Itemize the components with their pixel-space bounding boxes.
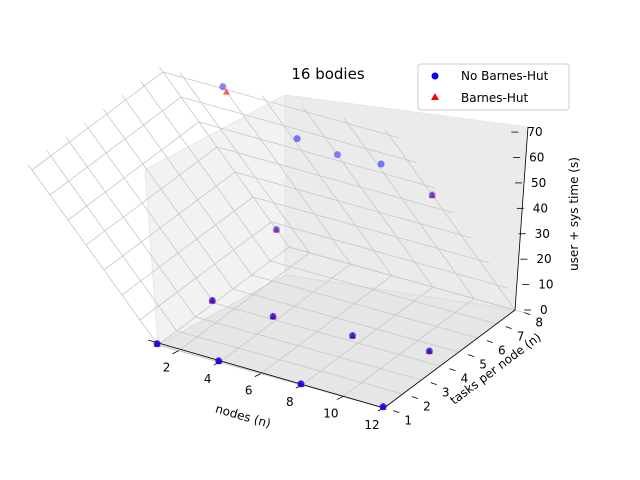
- y-tick-label: 2: [423, 400, 431, 414]
- x-tick-label: 10: [323, 407, 338, 421]
- y-axis-line: [383, 309, 516, 409]
- axis-lines: [147, 126, 529, 409]
- z-grid-line: [157, 246, 526, 346]
- y-tick-label: 7: [517, 330, 525, 344]
- no-barnes-hut-point: [269, 312, 277, 320]
- z-grid-line: [31, 71, 400, 171]
- no-barnes-hut-point: [379, 403, 387, 411]
- z-grid-line: [103, 171, 472, 271]
- legend: No Barnes-Hut Barnes-Hut: [417, 63, 570, 111]
- barnes-hut-point: [272, 226, 280, 233]
- x-tick-mark: [172, 350, 179, 355]
- y-tick-mark: [524, 312, 531, 315]
- no-barnes-hut-point: [349, 332, 357, 340]
- no-barnes-hut-point: [215, 357, 223, 365]
- axes-panes: [144, 94, 529, 409]
- no-barnes-hut-point: [377, 160, 385, 168]
- z-grid-line: [49, 96, 418, 196]
- x-tick-label: 12: [364, 418, 379, 432]
- legend-box: [417, 63, 570, 111]
- no-barnes-hut-point: [297, 380, 305, 388]
- y-tick-label: 5: [479, 358, 487, 372]
- chart-title: 16 bodies: [291, 65, 364, 83]
- x-tick-mark: [254, 373, 261, 377]
- z-grid-line: [121, 196, 490, 296]
- legend-marker-no-barnes-hut: [431, 72, 439, 80]
- barnes-hut-point: [222, 88, 230, 95]
- z-tick-label: 30: [535, 227, 550, 241]
- no-barnes-hut-point: [333, 151, 341, 159]
- z-tick-label: 0: [540, 303, 548, 317]
- y-tick-mark: [449, 368, 456, 371]
- y-tick-label: 1: [404, 414, 412, 428]
- legend-marker-barnes-hut: [431, 93, 439, 100]
- z-tick-label: 20: [536, 252, 551, 266]
- no-barnes-hut-point: [153, 340, 161, 348]
- legend-label-barnes-hut: Barnes-Hut: [461, 91, 529, 105]
- x-axis-line: [147, 339, 385, 409]
- y-tick-label: 6: [498, 344, 506, 358]
- z-tick-label: 60: [529, 151, 544, 165]
- y-tick-mark: [430, 382, 437, 385]
- x-tick-label: 4: [204, 372, 212, 386]
- x-tick-mark: [336, 396, 344, 400]
- no-barnes-hut-point: [293, 135, 301, 143]
- z-grid-line: [67, 121, 436, 221]
- no-barnes-hut-point: [428, 191, 436, 199]
- z-tick-label: 50: [531, 176, 546, 190]
- y-tick-mark: [505, 326, 512, 329]
- x-tick-label: 6: [245, 384, 253, 398]
- y-tick-mark: [393, 410, 400, 413]
- y-tick-label: 8: [535, 316, 543, 330]
- no-barnes-hut-point: [208, 297, 216, 304]
- no-barnes-hut-point: [425, 347, 433, 355]
- grid-lines: [28, 66, 526, 409]
- y-tick-label: 3: [442, 386, 450, 400]
- y-tick-mark: [411, 396, 419, 399]
- y-tick-mark: [467, 354, 475, 357]
- z-tick-label: 40: [533, 201, 548, 215]
- y-tick-label: 4: [461, 372, 469, 386]
- x-tick-label: 2: [163, 361, 171, 375]
- no-barnes-hut-point: [219, 83, 227, 91]
- barnes-hut-point: [428, 191, 436, 198]
- z-tick-label: 10: [538, 278, 553, 292]
- z-axis-line: [514, 126, 529, 311]
- x-axis-label: nodes (n): [214, 402, 273, 431]
- legend-label-no-barnes-hut: No Barnes-Hut: [461, 69, 549, 83]
- y-tick-mark: [486, 340, 493, 343]
- x-tick-label: 8: [286, 395, 294, 409]
- z-grid-line: [139, 221, 508, 321]
- z-grid-line: [85, 146, 454, 246]
- data-points: [153, 83, 436, 411]
- no-barnes-hut-point: [272, 226, 280, 233]
- z-tick-label: 70: [527, 125, 542, 139]
- z-axis-label: user + sys time (s): [567, 157, 581, 271]
